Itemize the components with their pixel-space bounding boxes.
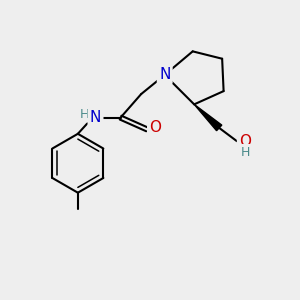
- Text: H: H: [240, 146, 250, 159]
- Text: N: N: [159, 68, 170, 82]
- Text: N: N: [90, 110, 101, 125]
- Text: O: O: [149, 120, 161, 135]
- Text: O: O: [239, 134, 251, 149]
- Text: H: H: [80, 108, 89, 121]
- Polygon shape: [194, 104, 222, 131]
